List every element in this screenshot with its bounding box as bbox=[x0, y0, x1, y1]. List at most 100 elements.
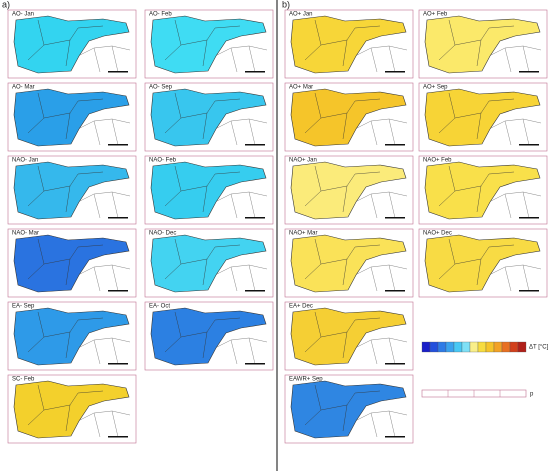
panel-title: NAO+ Dec bbox=[423, 231, 452, 237]
province-border bbox=[164, 92, 241, 140]
region bbox=[150, 88, 267, 147]
colorbar-cell bbox=[437, 341, 447, 353]
neighbor-border bbox=[354, 264, 408, 292]
panel-title: NAO- Feb bbox=[149, 158, 177, 164]
region bbox=[290, 234, 407, 293]
scale-bar bbox=[108, 436, 128, 438]
neighbor-border bbox=[354, 45, 408, 73]
map-panel: NAO+ Mar bbox=[284, 228, 414, 298]
province-border bbox=[27, 19, 104, 67]
map-panel: AO- Sep bbox=[144, 82, 274, 152]
scale-bar bbox=[245, 71, 265, 73]
panel-title: AO+ Sep bbox=[423, 85, 448, 91]
colorbar-cell bbox=[429, 341, 439, 353]
province-border bbox=[27, 311, 104, 359]
region bbox=[290, 307, 407, 366]
colorbar-cell bbox=[493, 341, 503, 353]
neighbor-border bbox=[354, 191, 408, 219]
region bbox=[13, 234, 130, 293]
panel-title: AO+ Mar bbox=[289, 85, 313, 91]
map-panel: AO- Mar bbox=[7, 82, 137, 152]
panel-title: NAO+ Mar bbox=[289, 231, 318, 237]
region bbox=[150, 15, 267, 74]
scale-bar bbox=[245, 217, 265, 219]
map-panel: AO+ Jan bbox=[284, 9, 414, 79]
panel-title: NAO- Dec bbox=[149, 231, 176, 237]
region bbox=[290, 88, 407, 147]
province-border bbox=[438, 19, 515, 67]
region bbox=[290, 380, 407, 439]
region bbox=[13, 15, 130, 74]
region bbox=[13, 307, 130, 366]
map-panel: NAO- Mar bbox=[7, 228, 137, 298]
map-panel: AO- Jan bbox=[7, 9, 137, 79]
region bbox=[13, 161, 130, 220]
neighbor-border bbox=[77, 337, 131, 365]
neighbor-border bbox=[354, 337, 408, 365]
panel-title: AO- Jan bbox=[12, 12, 34, 18]
region bbox=[150, 234, 267, 293]
map-panel: SC- Feb bbox=[7, 374, 137, 444]
scale-bar bbox=[385, 436, 405, 438]
neighbor-border bbox=[77, 410, 131, 438]
region bbox=[290, 161, 407, 220]
scale-bar bbox=[245, 363, 265, 365]
neighbor-border bbox=[77, 191, 131, 219]
province-border bbox=[27, 238, 104, 286]
province-border bbox=[438, 165, 515, 213]
region bbox=[290, 15, 407, 74]
neighbor-border bbox=[214, 191, 268, 219]
panel-title: NAO+ Jan bbox=[289, 158, 317, 164]
panel-title: AO- Feb bbox=[149, 12, 172, 18]
region bbox=[13, 380, 130, 439]
map-panel: EAWR+ Sep bbox=[284, 374, 414, 444]
panel-title: AO- Sep bbox=[149, 85, 173, 91]
colorbar-label: ΔT [°C] bbox=[529, 345, 549, 351]
scale-bar bbox=[519, 71, 539, 73]
scale-bar bbox=[385, 71, 405, 73]
colorbar-cell bbox=[501, 341, 511, 353]
scale-bar bbox=[519, 217, 539, 219]
region bbox=[424, 234, 541, 293]
region bbox=[13, 88, 130, 147]
map-panel: EA- Sep bbox=[7, 301, 137, 371]
neighbor-border bbox=[214, 118, 268, 146]
panel-title: EAWR+ Sep bbox=[289, 377, 323, 383]
colorbar-cell bbox=[469, 341, 479, 353]
panel-title: SC- Feb bbox=[12, 377, 35, 383]
province-border bbox=[304, 238, 381, 286]
colorbar-cell bbox=[517, 341, 527, 353]
neighbor-border bbox=[77, 264, 131, 292]
map-panel: AO+ Sep bbox=[418, 82, 548, 152]
neighbor-border bbox=[354, 118, 408, 146]
colorbar-cell bbox=[509, 341, 519, 353]
province-border bbox=[27, 165, 104, 213]
colorbar-cell bbox=[485, 341, 495, 353]
region bbox=[150, 161, 267, 220]
province-border bbox=[304, 92, 381, 140]
neighbor-border bbox=[214, 337, 268, 365]
scale-bar bbox=[108, 217, 128, 219]
panel-title: EA- Sep bbox=[12, 304, 35, 310]
scale-bar bbox=[385, 290, 405, 292]
neighbor-border bbox=[488, 264, 542, 292]
province-border bbox=[438, 238, 515, 286]
map-panel: AO+ Feb bbox=[418, 9, 548, 79]
neighbor-border bbox=[488, 45, 542, 73]
neighbor-border bbox=[77, 45, 131, 73]
map-panel: AO+ Mar bbox=[284, 82, 414, 152]
right-label: b) bbox=[282, 0, 290, 9]
province-border bbox=[164, 165, 241, 213]
scale-bar bbox=[245, 144, 265, 146]
scale-bar bbox=[245, 290, 265, 292]
colorbar-cell bbox=[421, 341, 431, 353]
panel-title: NAO- Jan bbox=[12, 158, 38, 164]
neighbor-border bbox=[214, 264, 268, 292]
panel-title: AO+ Feb bbox=[423, 12, 448, 18]
neighbor-border bbox=[214, 45, 268, 73]
scale-bar bbox=[519, 144, 539, 146]
panel-title: AO- Mar bbox=[12, 85, 35, 91]
map-panel: NAO+ Jan bbox=[284, 155, 414, 225]
scale-bar bbox=[108, 71, 128, 73]
